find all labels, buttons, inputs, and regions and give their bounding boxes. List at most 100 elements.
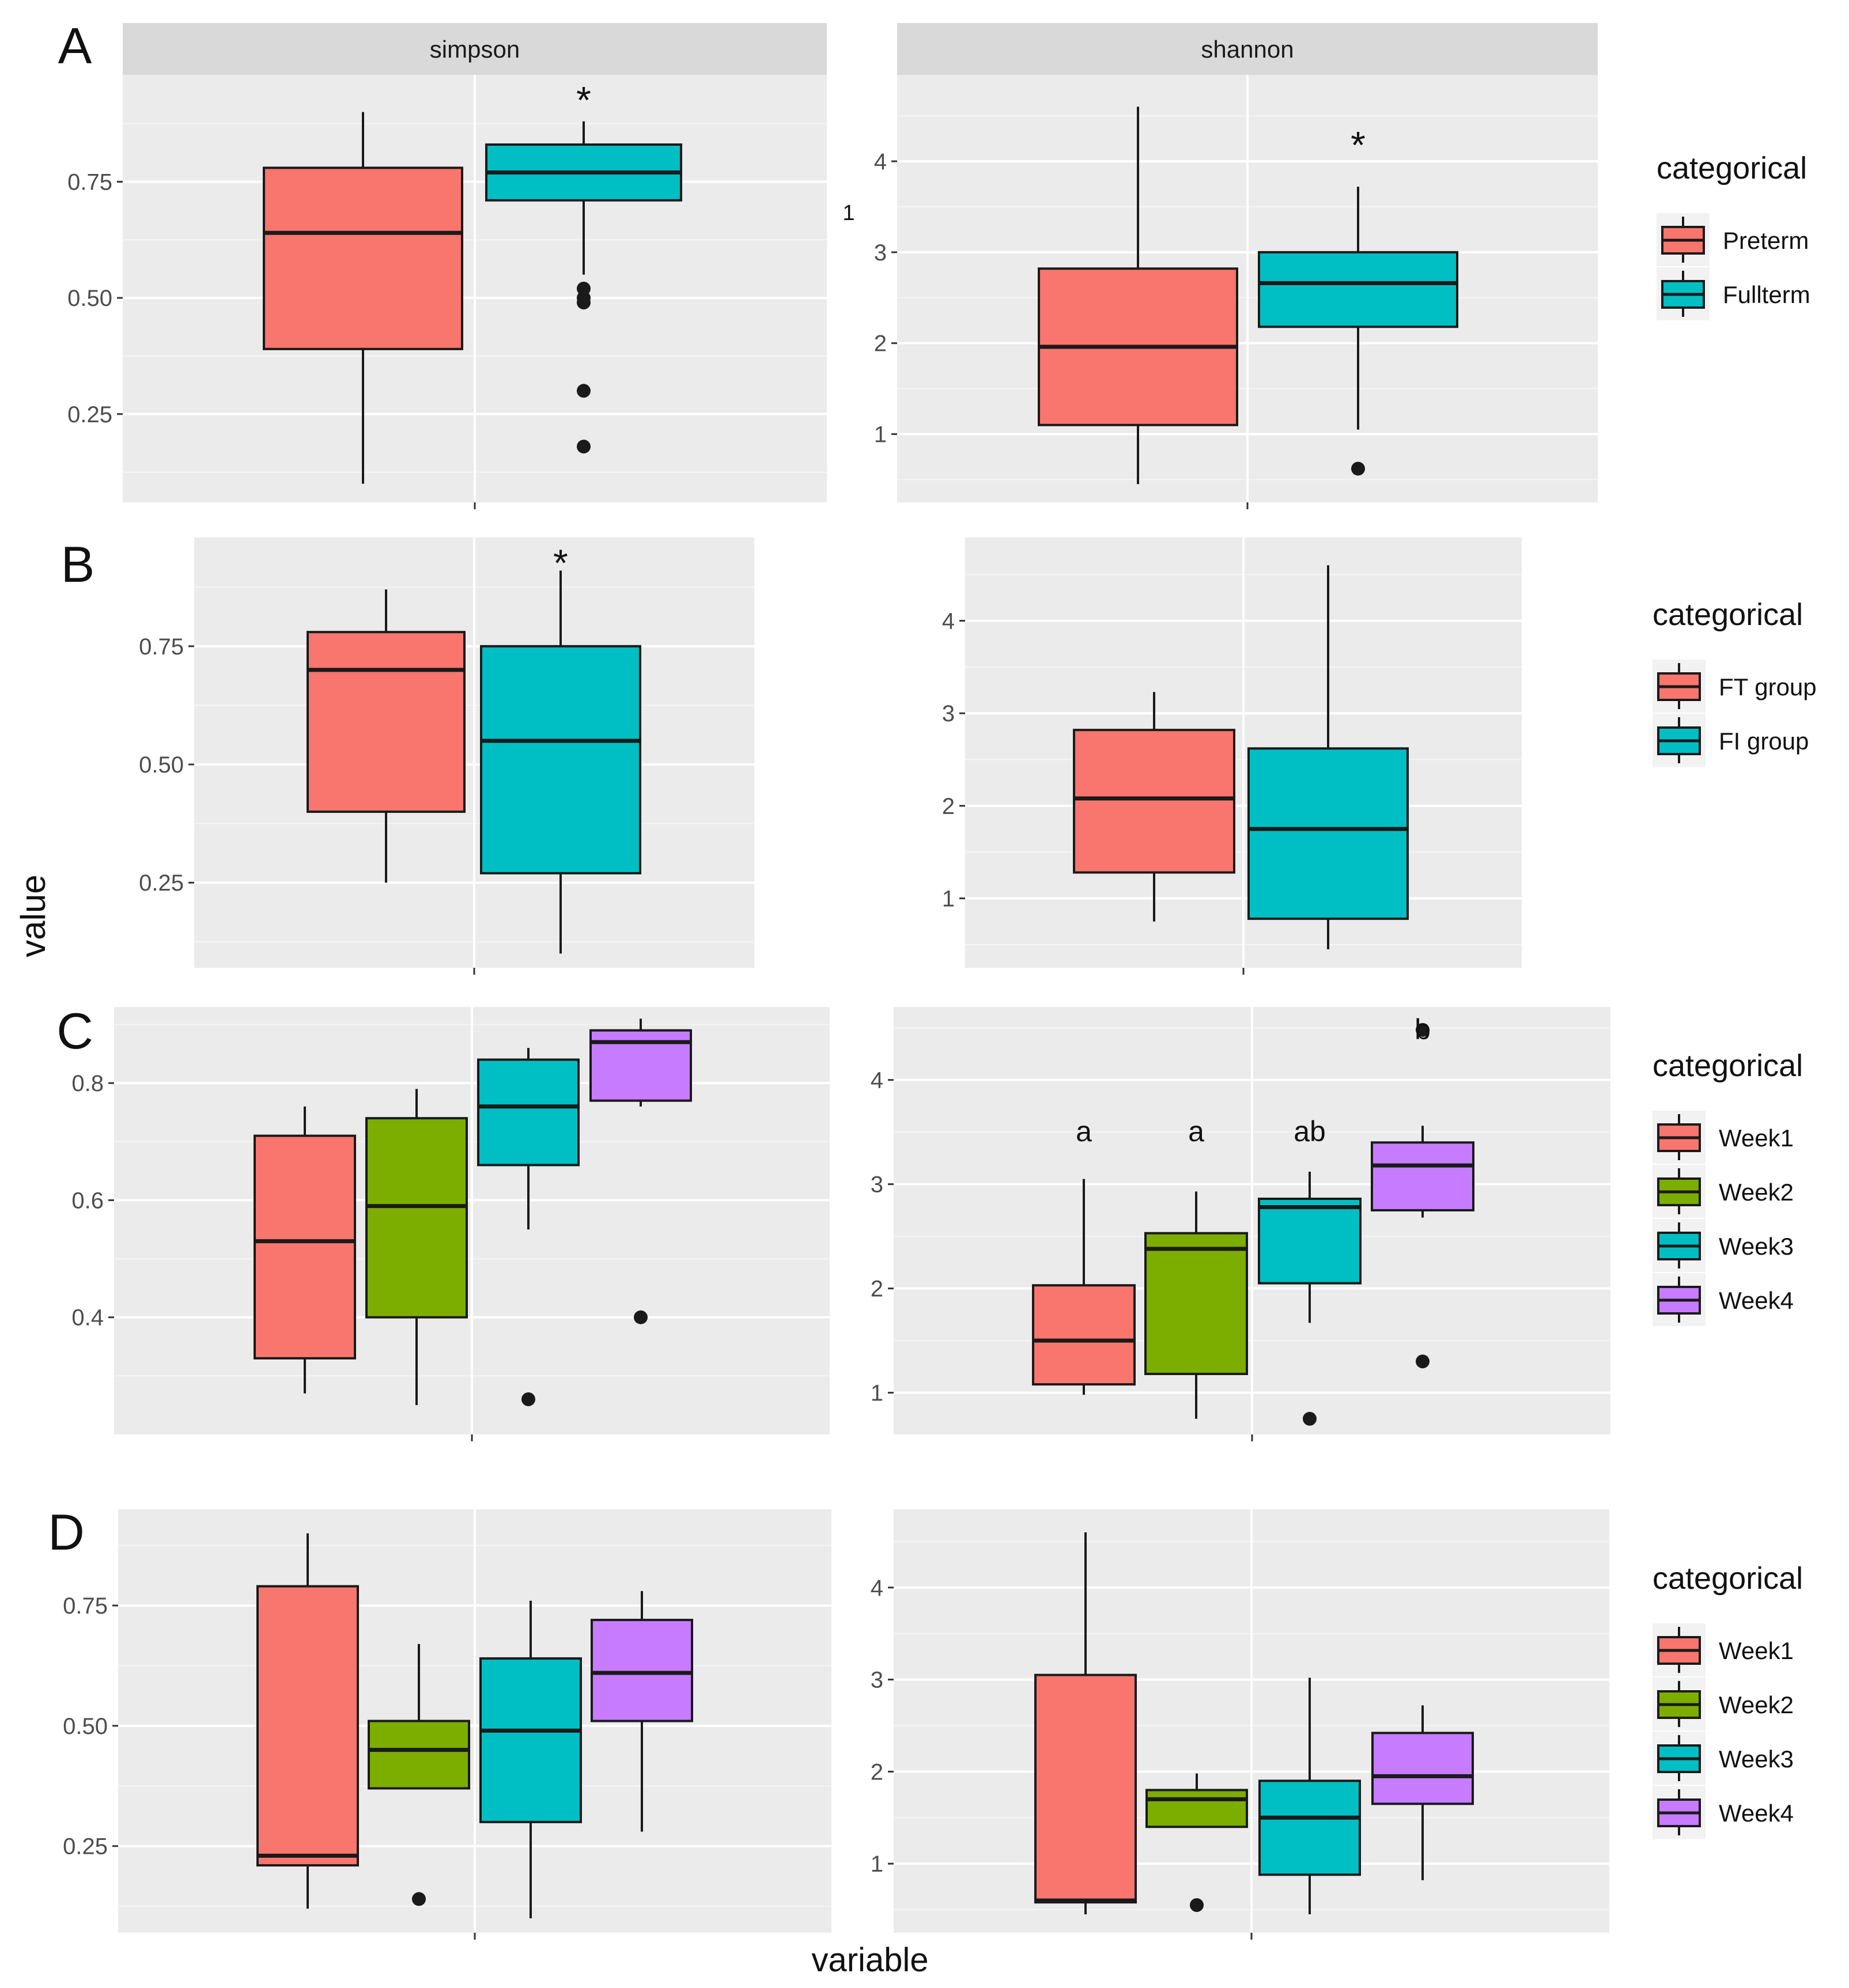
box-body	[1247, 747, 1409, 920]
y-tick-label: 0.75	[139, 634, 184, 660]
significance-label: ab	[1294, 1115, 1326, 1148]
figure-ylabel: value	[14, 874, 52, 957]
y-tick-label: 0.50	[67, 286, 112, 311]
panel-D-shannon: 1 2 3 4	[871, 1509, 1609, 1940]
panel-D-simpson: 0.25 0.50 0.75	[63, 1509, 831, 1940]
y-tick-label: 4	[871, 1068, 883, 1093]
legend-item: Week1	[1653, 1111, 1794, 1164]
legend-item-label: Week4	[1719, 1287, 1794, 1314]
panel-B-simpson: 0.25 0.50 0.75 *	[139, 537, 754, 975]
y-tick-label: 0.75	[63, 1593, 108, 1619]
y-tick-label: 0.75	[67, 170, 112, 195]
box-preterm	[1038, 107, 1238, 484]
box-body	[1258, 1779, 1361, 1876]
legend-item-label: FT group	[1719, 673, 1817, 700]
y-tick-label: 1	[871, 1851, 883, 1877]
figure-xlabel: variable	[811, 1941, 928, 1979]
y-tick-label: 2	[942, 794, 955, 819]
legend-c: categorical Week1 Week2 Week3 Week4	[1653, 1048, 1803, 1326]
y-tick-label: 2	[871, 1277, 883, 1302]
box-body	[1032, 1284, 1136, 1386]
y-tick-label: 1	[874, 422, 887, 448]
y-tick-label: 0.25	[63, 1834, 108, 1860]
box-preterm	[263, 112, 463, 484]
panel-C-shannon: 1 2 3 4 a a ab b	[871, 1007, 1610, 1441]
facet-strip-label: shannon	[1201, 36, 1294, 63]
legend-title: categorical	[1657, 151, 1807, 185]
legend-item: Week3	[1653, 1732, 1794, 1785]
y-tick-label: 2	[874, 331, 887, 357]
y-tick-label: 3	[874, 240, 887, 266]
y-tick-label: 0.25	[67, 402, 112, 427]
box-body	[1073, 729, 1235, 874]
y-tick-label: 0.6	[71, 1188, 104, 1213]
outlier-point	[1190, 1898, 1204, 1913]
legend-item: Fullterm	[1657, 267, 1810, 320]
legend-item-label: Preterm	[1723, 227, 1809, 254]
facet-strip-label: simpson	[430, 36, 520, 63]
box-body	[263, 166, 463, 350]
legend-item: Week4	[1653, 1786, 1794, 1839]
y-tick-label: 0.4	[71, 1305, 104, 1331]
legend-item-label: Week1	[1719, 1124, 1794, 1152]
box-body	[479, 1657, 582, 1823]
box-week4	[589, 1018, 692, 1324]
legend-item-label: Week2	[1719, 1691, 1794, 1718]
box-week4	[1371, 1705, 1474, 1880]
box-body	[256, 1585, 359, 1867]
legend-item: Week2	[1653, 1678, 1794, 1730]
box-week1	[254, 1106, 356, 1394]
box-week2	[365, 1089, 468, 1406]
box-week1	[256, 1533, 359, 1909]
legend-item: FI group	[1653, 714, 1809, 767]
legend-title: categorical	[1653, 1048, 1803, 1083]
y-tick-label: 1	[871, 1381, 883, 1406]
significance-label: a	[1076, 1115, 1092, 1148]
box-body	[1258, 251, 1458, 328]
box-week3	[1258, 1171, 1362, 1426]
legend-item-label: Week2	[1719, 1179, 1794, 1206]
outlier-point	[1303, 1411, 1317, 1426]
y-tick-label: 4	[874, 149, 887, 175]
y-tick-label: 0.50	[63, 1714, 108, 1739]
box-body	[1144, 1232, 1248, 1376]
legend-title: categorical	[1653, 1561, 1803, 1596]
box-body	[368, 1720, 470, 1790]
box-body	[1034, 1673, 1137, 1904]
legend-item-label: Week4	[1719, 1800, 1794, 1827]
legends-layer: categorical Preterm Fullterm categorical FT …	[1653, 151, 1817, 1839]
outlier-point	[412, 1892, 426, 1906]
box-week2	[1145, 1773, 1248, 1913]
legend-item: Week4	[1653, 1273, 1794, 1326]
y-tick-label: 3	[871, 1668, 883, 1693]
box-ft-group	[1073, 692, 1235, 922]
legend-b: categorical FT group FI group	[1653, 597, 1817, 767]
significance-label: *	[553, 542, 568, 584]
legend-item: FT group	[1653, 660, 1817, 713]
legend-item-label: Fullterm	[1723, 281, 1810, 308]
outlier-point	[577, 296, 591, 310]
significance-label: a	[1188, 1115, 1204, 1148]
box-fi-group	[480, 570, 641, 954]
box-body	[591, 1619, 693, 1722]
legend-item-label: Week3	[1719, 1745, 1794, 1773]
legend-item: Week1	[1653, 1623, 1794, 1676]
y-tick-label: 1	[942, 887, 955, 912]
box-body	[254, 1134, 356, 1360]
box-week3	[477, 1048, 580, 1407]
box-fi-group	[1247, 565, 1409, 949]
significance-label: *	[1351, 124, 1366, 166]
y-tick-label: 4	[942, 609, 955, 634]
significance-label: *	[576, 78, 591, 121]
outlier-point	[521, 1392, 535, 1407]
box-week4	[591, 1591, 693, 1832]
legend-item-label: FI group	[1719, 728, 1809, 755]
legend-a: categorical Preterm Fullterm	[1657, 151, 1810, 320]
box-body	[365, 1117, 468, 1319]
y-tick-label: 0.8	[71, 1071, 104, 1096]
box-body	[1258, 1197, 1362, 1285]
panel-A-shannon: 1 2 3 4 shannon *	[874, 23, 1598, 509]
box-week1	[1032, 1179, 1136, 1395]
outlier-point	[634, 1310, 648, 1324]
